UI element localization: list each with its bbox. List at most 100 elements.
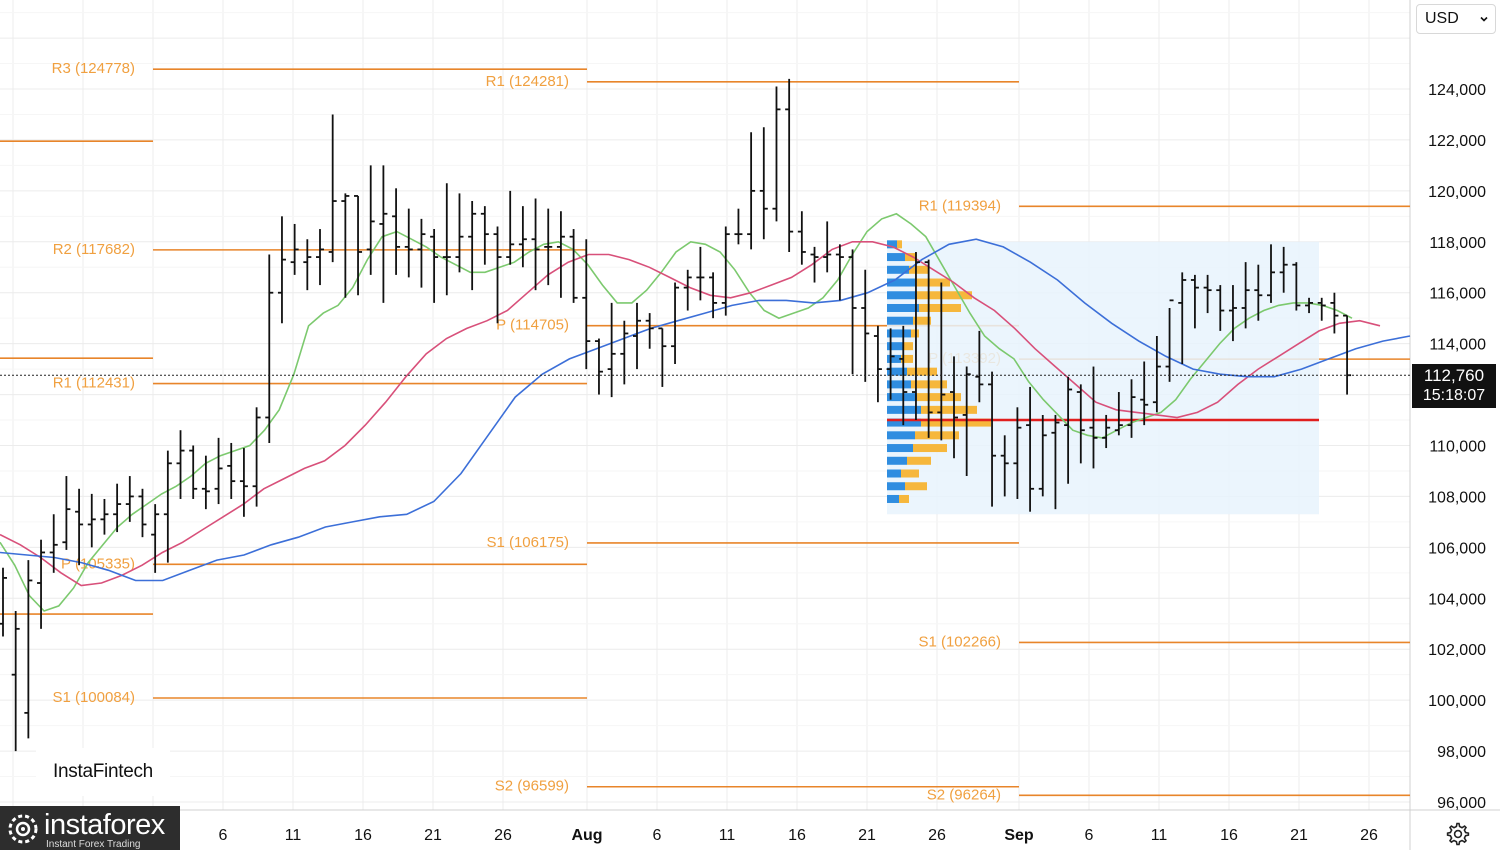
y-tick-label: 116,000 [1429, 286, 1486, 303]
x-tick-label: 16 [354, 827, 372, 844]
volume-profile-buy-bar [887, 329, 911, 338]
pivot-label: R1 (112431) [53, 375, 135, 392]
x-tick-label: 26 [494, 827, 512, 844]
ohlc-bars [0, 78, 1410, 752]
ema-slow-line [0, 238, 1411, 582]
volume-profile-buy-bar [887, 253, 905, 262]
volume-profile-buy-bar [887, 342, 903, 351]
volume-profile-buy-bar [887, 380, 911, 389]
volume-profile-buy-bar [887, 482, 905, 491]
pivot-label: R1 (124281) [486, 73, 569, 90]
volume-profile-buy-bar [887, 265, 909, 274]
current-price-tag: 112,760 15:18:07 [1412, 364, 1496, 408]
x-tick-label: 16 [1220, 827, 1238, 844]
x-tick-label: 21 [858, 827, 876, 844]
instaforex-wordmark: instaforex [44, 809, 165, 841]
volume-profile-sell-bar [921, 418, 991, 427]
pivot-label: R3 (124778) [52, 60, 135, 77]
volume-profile-sell-bar [911, 329, 919, 338]
volume-profile-buy-bar [887, 354, 901, 363]
x-tick-label: 21 [1290, 827, 1308, 844]
x-tick-label: 11 [719, 827, 736, 844]
volume-profile-buy-bar [887, 367, 907, 376]
y-tick-label: 102,000 [1428, 642, 1486, 659]
gear-icon[interactable] [1446, 822, 1470, 846]
chevron-down-icon [1480, 16, 1488, 22]
y-axis: 124,000 122,000 120,000 118,000 116,000 114,0… [1428, 82, 1486, 812]
volume-profile-buy-bar [887, 303, 919, 312]
volume-profile-sell-bar [901, 354, 913, 363]
pivot-label: P (114705) [496, 317, 569, 334]
bar-countdown: 15:18:07 [1422, 387, 1486, 404]
volume-profile-sell-bar [907, 456, 931, 465]
y-tick-label: 110,000 [1429, 439, 1486, 456]
instaforex-brand: instaforex Instant Forex Trading [0, 806, 180, 850]
volume-profile-buy-bar [887, 431, 915, 440]
volume-profile-sell-bar [909, 265, 929, 274]
instaforex-tagline: Instant Forex Trading [46, 839, 141, 850]
volume-profile-buy-bar [887, 393, 917, 402]
y-tick-label: 114,000 [1429, 337, 1486, 354]
volume-profile-sell-bar [907, 367, 937, 376]
x-tick-label: 6 [219, 827, 228, 844]
volume-profile-buy-bar [887, 316, 913, 325]
y-tick-label: 98,000 [1437, 744, 1486, 761]
current-price-value: 112,760 [1423, 366, 1485, 385]
y-tick-label: 104,000 [1428, 591, 1486, 608]
pivot-label: S2 (96264) [927, 786, 1001, 803]
volume-profile-buy-bar [887, 240, 897, 249]
instafintech-brand: InstaFintech [36, 748, 170, 796]
instaforex-logo-icon [8, 814, 38, 844]
y-tick-label: 108,000 [1428, 489, 1486, 506]
volume-profile-sell-bar [905, 482, 927, 491]
y-tick-label: 120,000 [1428, 184, 1486, 201]
x-tick-label: 11 [285, 827, 302, 844]
pivot-label: S1 (100084) [52, 689, 135, 706]
volume-profile-buy-bar [887, 444, 913, 453]
volume-profile-buy-bar [887, 469, 901, 478]
x-tick-label: 11 [1151, 827, 1168, 844]
y-tick-label: 124,000 [1428, 82, 1486, 99]
y-tick-label: 106,000 [1428, 540, 1486, 557]
volume-profile-sell-bar [917, 291, 972, 300]
x-tick-label: 6 [653, 827, 662, 844]
y-tick-label: 118,000 [1429, 235, 1486, 252]
volume-profile-buy-bar [887, 456, 907, 465]
currency-value: USD [1425, 10, 1459, 27]
volume-profile-buy-bar [887, 278, 915, 287]
volume-profile-sell-bar [905, 253, 917, 262]
volume-profile-sell-bar [903, 342, 913, 351]
x-tick-label: 26 [1360, 827, 1378, 844]
x-axis: 6 11 16 21 26 Aug 6 11 16 21 26 Sep 6 11 16 21 26 [219, 827, 1378, 844]
y-tick-label: 96,000 [1437, 795, 1486, 812]
x-tick-label: 6 [1085, 827, 1094, 844]
pivot-label: S1 (106175) [486, 534, 569, 551]
pivot-label: P (105335) [61, 555, 135, 572]
pivot-label: R1 (119394) [919, 197, 1001, 214]
volume-profile-sell-bar [915, 431, 959, 440]
x-tick-label: Aug [571, 827, 602, 844]
volume-profile-sell-bar [901, 469, 919, 478]
volume-profile-sell-bar [913, 316, 931, 325]
volume-profile-sell-bar [897, 240, 902, 249]
x-tick-label: Sep [1004, 827, 1034, 844]
volume-profile-sell-bar [915, 278, 950, 287]
brand-name: InstaFintech [53, 761, 153, 782]
y-tick-label: 122,000 [1428, 133, 1486, 150]
ema-mid-line [0, 241, 1381, 587]
x-tick-label: 16 [788, 827, 806, 844]
volume-profile-sell-bar [899, 494, 909, 503]
volume-profile-sell-bar [921, 405, 977, 414]
x-tick-label: 21 [424, 827, 442, 844]
volume-profile-sell-bar [919, 303, 961, 312]
pivot-label: S1 (102266) [918, 633, 1001, 650]
pivot-label: R2 (117682) [53, 241, 135, 258]
ema-fast-line [0, 212, 1353, 612]
x-tick-label: 26 [928, 827, 946, 844]
moving-averages [0, 212, 1411, 612]
volume-profile-sell-bar [917, 393, 961, 402]
currency-select[interactable]: USD [1416, 4, 1496, 34]
volume-profile-buy-bar [887, 494, 899, 503]
volume-profile-buy-bar [887, 291, 917, 300]
